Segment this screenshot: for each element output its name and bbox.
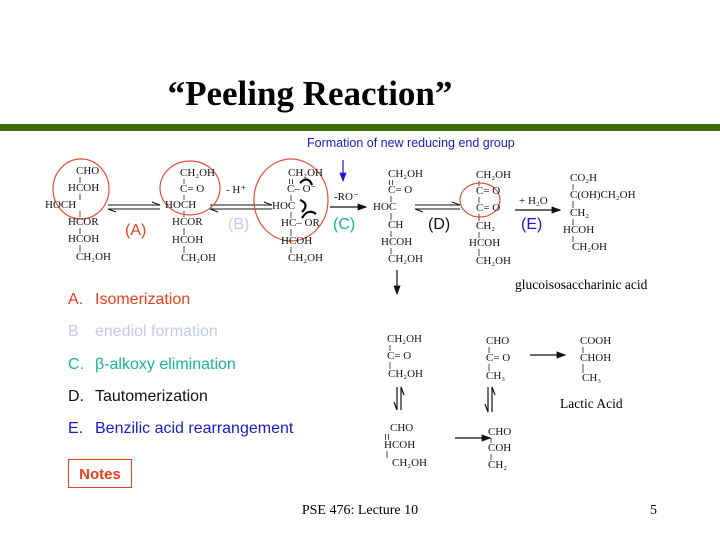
scheme-subtitle: Formation of new reducing end group bbox=[307, 136, 515, 150]
equilibrium-arrow-d-forward bbox=[415, 201, 461, 206]
structure-line: CH₂OH bbox=[476, 169, 512, 181]
structure-line: C= O bbox=[476, 185, 501, 197]
step-name: Benzilic acid rearrangement bbox=[95, 420, 294, 438]
structure-line: CHO bbox=[76, 165, 100, 177]
structure-line: CH₂OH bbox=[288, 252, 324, 264]
structure-line: CHOH bbox=[580, 352, 612, 364]
step-label-b: (B) bbox=[228, 216, 250, 233]
structure-line: CO₂H bbox=[570, 172, 598, 184]
caption-glucoisosaccharinic-acid: glucoisosaccharinic acid bbox=[515, 277, 648, 292]
structure-line: CH₂OH bbox=[288, 167, 324, 179]
steps-list-item: D. Tautomerization bbox=[68, 388, 208, 406]
equilibrium-arrow-a-reverse bbox=[107, 208, 160, 213]
equilibrium-arrow-b-reverse bbox=[209, 208, 272, 213]
electron-push-arrow bbox=[301, 210, 317, 219]
structure-line: C– O⁻ bbox=[287, 183, 317, 195]
reagent-minus-alkoxide: -RO⁻ bbox=[334, 191, 359, 203]
slide-title: “Peeling Reaction” bbox=[167, 74, 453, 113]
structure-line: CH₂OH bbox=[476, 255, 512, 267]
structure-line: CH₃ bbox=[582, 372, 602, 384]
step-label-d: (D) bbox=[428, 216, 451, 233]
structure-line: CH₂ bbox=[570, 207, 590, 219]
step-name: enediol formation bbox=[95, 323, 218, 341]
structure-line: C= O bbox=[387, 350, 412, 362]
structure-line: HCOH bbox=[68, 233, 100, 245]
equilibrium-arrow-vertical-1-up bbox=[400, 386, 405, 410]
equilibrium-arrow-d-reverse bbox=[414, 208, 460, 213]
page-number: 5 bbox=[650, 503, 657, 518]
equilibrium-arrow-vertical-2-up bbox=[491, 386, 496, 412]
structure-line: CHO bbox=[486, 335, 510, 347]
electron-push-arrow bbox=[299, 178, 314, 186]
equilibrium-arrow-vertical-1-down bbox=[393, 387, 398, 411]
structure-line: CH₃ bbox=[486, 370, 506, 382]
step-label-e: (E) bbox=[521, 216, 543, 233]
structure-line: CHO bbox=[488, 426, 512, 438]
structure-line: HCOH bbox=[381, 236, 413, 248]
structure-line: CH₂OH bbox=[387, 333, 423, 345]
structure-line: CH₂OH bbox=[180, 167, 216, 179]
structure-line: CH₂OH bbox=[388, 368, 424, 380]
structure-line: HCOR bbox=[68, 216, 99, 228]
structure-line: C= O bbox=[388, 184, 413, 196]
highlight-circle bbox=[253, 158, 329, 242]
structure-line: CH₂OH bbox=[388, 253, 424, 265]
steps-list-item: E. Benzilic acid rearrangement bbox=[68, 420, 293, 438]
structure-line: CH₂OH bbox=[388, 168, 424, 180]
step-letter: E. bbox=[68, 420, 84, 438]
slide-footer: PSE 476: Lecture 10 bbox=[301, 503, 419, 518]
structure-line: CH₂OH bbox=[76, 251, 112, 263]
structure-line: HOCH bbox=[45, 199, 77, 211]
highlight-circle bbox=[159, 160, 221, 216]
step-name: Isomerization bbox=[95, 291, 191, 308]
structure-line: CH₂OH bbox=[392, 457, 428, 469]
structure-line: HOC bbox=[373, 201, 397, 213]
equilibrium-arrow-a-forward bbox=[108, 201, 161, 206]
steps-list-item: C. β-alkoxy elimination bbox=[68, 356, 236, 374]
structure-line: CH₂OH bbox=[181, 252, 217, 264]
electron-push-arrow bbox=[299, 198, 307, 213]
structure-line: C= O bbox=[486, 352, 511, 364]
structure-line: COOH bbox=[580, 335, 612, 347]
structure-line: CHO bbox=[390, 422, 414, 434]
title-divider-bar bbox=[0, 124, 720, 131]
structure-line: C= O bbox=[180, 183, 205, 195]
structure-line: COH bbox=[488, 442, 512, 454]
step-label-c: (C) bbox=[333, 216, 356, 233]
highlight-circle bbox=[52, 158, 110, 220]
structure-line: HCOH bbox=[281, 235, 313, 247]
structure-line: CH₂ bbox=[476, 220, 496, 232]
highlight-circle bbox=[459, 182, 501, 218]
structure-line: HCOH bbox=[563, 224, 595, 236]
step-label-a: (A) bbox=[125, 222, 147, 239]
caption-lactic-acid: Lactic Acid bbox=[560, 396, 623, 411]
steps-list-item: A. Isomerization bbox=[68, 291, 190, 309]
structure-line: HOCH bbox=[165, 199, 197, 211]
step-letter: D. bbox=[68, 387, 84, 405]
reagent-plus-water: + H₂O bbox=[519, 195, 548, 207]
structure-line: HCOH bbox=[384, 439, 416, 451]
structure-line: HCOH bbox=[68, 182, 100, 194]
structure-line: CH₂ bbox=[488, 459, 508, 471]
equilibrium-arrow-b-forward bbox=[210, 201, 273, 206]
structure-line: HCOH bbox=[172, 234, 204, 246]
structure-line: CH bbox=[388, 219, 404, 231]
equilibrium-arrow-vertical-2-down bbox=[484, 387, 489, 413]
step-name: β-alkoxy elimination bbox=[95, 355, 236, 373]
structure-line: C(OH)CH₂OH bbox=[570, 189, 636, 201]
structure-line: HC– OR bbox=[281, 217, 320, 229]
notes-button[interactable]: Notes bbox=[68, 459, 132, 488]
step-letter: A. bbox=[68, 291, 84, 308]
structure-line: HCOR bbox=[172, 216, 203, 228]
structure-line: HCOH bbox=[469, 237, 501, 249]
structure-line: CH₂OH bbox=[572, 241, 608, 253]
step-letter: C. bbox=[68, 355, 84, 373]
structure-line: HOC bbox=[272, 200, 296, 212]
step-name: Tautomerization bbox=[95, 387, 208, 405]
reagent-minus-proton: - H⁺ bbox=[226, 184, 247, 196]
structure-line: C= O bbox=[476, 202, 501, 214]
step-letter: B bbox=[68, 323, 79, 341]
